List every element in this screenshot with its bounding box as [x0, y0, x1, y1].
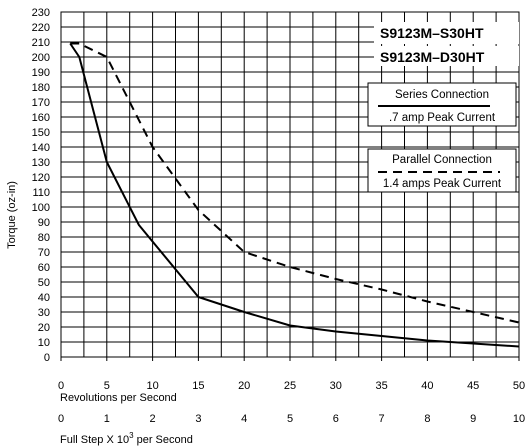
y-tick-label: 30 [38, 307, 50, 319]
y-tick-label: 100 [32, 202, 50, 214]
y-tick-label: 110 [32, 187, 50, 199]
x-tick-label: 5 [104, 380, 110, 392]
x-tick-label: 0 [58, 380, 64, 392]
x2-tick-label: 10 [513, 413, 525, 425]
y-tick-label: 20 [38, 322, 50, 334]
model-label-1: S9123M–S30HT [380, 25, 484, 41]
x-tick-label: 25 [284, 380, 296, 392]
y-tick-label: 190 [32, 67, 50, 79]
legend-series-sub: .7 amp Peak Current [389, 112, 496, 124]
y-tick-label: 150 [32, 127, 50, 139]
x2-axis-label-sup: 3 [129, 431, 134, 440]
y-tick-label: 40 [38, 292, 50, 304]
y-tick-label: 180 [32, 82, 50, 94]
y-tick-label: 10 [38, 337, 50, 349]
legend-box-parallel [367, 148, 517, 193]
y-tick-label: 0 [44, 352, 50, 364]
x2-axis-label-main: Full Step X 10 [60, 434, 129, 446]
x-tick-labels: 0 5 10 15 20 25 30 35 40 45 50 [58, 380, 525, 392]
x2-tick-label: 4 [241, 413, 247, 425]
legend-parallel-sub: 1.4 amps Peak Current [383, 178, 502, 190]
x2-tick-label: 2 [150, 413, 156, 425]
y-tick-label: 120 [32, 172, 50, 184]
series-connection-line [69, 42, 520, 348]
x2-tick-label: 5 [287, 413, 293, 425]
y-tick-label: 200 [32, 52, 50, 64]
x2-tick-label: 3 [195, 413, 201, 425]
y-tick-label: 50 [38, 277, 50, 289]
x2-axis-label: Full Step X 103 per Second [60, 431, 193, 446]
y-tick-label: 130 [32, 157, 50, 169]
y-tick-label: 70 [38, 247, 50, 259]
x2-tick-label: 6 [333, 413, 339, 425]
y-axis-label: Torque (oz-in) [6, 181, 18, 249]
y-tick-label: 170 [32, 97, 50, 109]
x-tick-label: 35 [375, 380, 387, 392]
x-tick-label: 15 [192, 380, 204, 392]
x-tick-label: 50 [513, 380, 525, 392]
legend-box-series [367, 82, 517, 127]
x-tick-label: 30 [330, 380, 342, 392]
y-tick-label: 220 [32, 22, 50, 34]
y-tick-label: 230 [32, 7, 50, 19]
x-tick-label: 10 [146, 380, 158, 392]
y-tick-label: 80 [38, 232, 50, 244]
x2-tick-label: 7 [379, 413, 385, 425]
x-axis-label: Revolutions per Second [60, 392, 177, 404]
legend-parallel-title: Parallel Connection [392, 154, 492, 166]
y-tick-label: 210 [32, 37, 50, 49]
y-tick-label: 60 [38, 262, 50, 274]
x-tick-label: 40 [421, 380, 433, 392]
series-lines [69, 42, 520, 348]
y-tick-labels: 0 10 20 30 40 50 60 70 80 90 100 110 120 130 140 150 160… [32, 7, 50, 364]
x2-tick-label: 1 [104, 413, 110, 425]
x-tick-label: 45 [467, 380, 479, 392]
x2-tick-label: 0 [58, 413, 64, 425]
x2-axis-label-tail: per Second [134, 434, 193, 446]
x2-tick-label: 9 [470, 413, 476, 425]
legend-series-title: Series Connection [395, 89, 489, 101]
y-tick-label: 160 [32, 112, 50, 124]
y-tick-label: 90 [38, 217, 50, 229]
model-label-2: S9123M–D30HT [380, 49, 485, 65]
x2-tick-labels: 0 1 2 3 4 5 6 7 8 9 10 [58, 413, 525, 425]
model-label-box-2 [374, 46, 519, 66]
plot-frame [60, 11, 520, 358]
y-tick-label: 140 [32, 142, 50, 154]
parallel-connection-line [70, 42, 520, 324]
x2-tick-label: 8 [424, 413, 430, 425]
model-label-box-1 [374, 22, 519, 44]
x-tick-label: 20 [238, 380, 250, 392]
